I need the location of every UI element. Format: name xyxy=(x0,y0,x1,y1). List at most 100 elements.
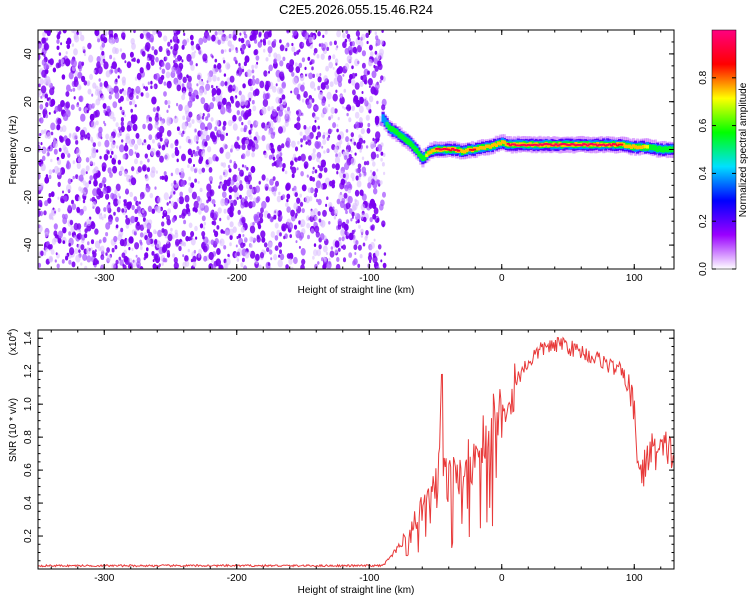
noise-speck xyxy=(172,253,176,258)
noise-speck xyxy=(142,123,146,130)
noise-speck xyxy=(38,53,41,61)
noise-speck xyxy=(345,106,348,110)
noise-speck xyxy=(278,71,285,80)
noise-speck xyxy=(188,91,192,97)
noise-speck xyxy=(99,155,102,160)
ridge-cell xyxy=(592,143,596,146)
x-tick-label: -200 xyxy=(227,273,247,284)
noise-speck xyxy=(225,62,231,70)
ridge-cell xyxy=(413,146,417,152)
noise-speck xyxy=(83,52,87,57)
noise-speck xyxy=(39,117,44,124)
noise-speck xyxy=(125,217,131,225)
noise-speck xyxy=(220,80,225,87)
noise-speck xyxy=(184,104,190,113)
noise-speck xyxy=(342,244,346,250)
noise-speck xyxy=(86,132,91,139)
noise-speck xyxy=(164,56,168,61)
noise-speck xyxy=(40,142,43,146)
noise-speck xyxy=(217,104,222,110)
ridge-cell xyxy=(637,145,642,150)
ridge-cell xyxy=(397,132,401,138)
noise-speck xyxy=(167,41,171,47)
noise-speck xyxy=(181,44,185,50)
noise-speck xyxy=(278,126,283,134)
noise-speck xyxy=(171,217,176,223)
noise-speck xyxy=(267,262,271,266)
noise-speck xyxy=(316,232,320,238)
noise-speck xyxy=(320,53,325,60)
noise-speck xyxy=(148,134,153,141)
noise-speck xyxy=(139,239,143,244)
noise-speck xyxy=(198,248,203,255)
noise-speck xyxy=(308,155,312,161)
noise-speck xyxy=(196,83,199,87)
noise-speck xyxy=(87,241,90,246)
noise-speck xyxy=(208,176,213,183)
noise-speck xyxy=(278,241,283,248)
noise-speck xyxy=(112,101,118,109)
noise-speck xyxy=(121,32,126,40)
noise-speck xyxy=(48,169,53,175)
noise-speck xyxy=(112,46,117,55)
noise-speck xyxy=(131,166,135,172)
noise-speck xyxy=(131,259,137,268)
noise-speck xyxy=(344,38,348,43)
noise-speck xyxy=(257,135,261,141)
noise-speck xyxy=(335,263,341,269)
noise-speck xyxy=(371,70,377,79)
noise-speck xyxy=(222,97,227,105)
noise-speck xyxy=(128,92,134,101)
noise-speck xyxy=(56,39,60,44)
noise-speck xyxy=(281,194,286,200)
noise-speck xyxy=(255,185,261,193)
noise-speck xyxy=(298,221,301,225)
noise-speck xyxy=(238,90,242,96)
ridge-cell xyxy=(445,148,449,151)
noise-speck xyxy=(128,236,134,244)
noise-speck xyxy=(94,109,100,118)
noise-speck xyxy=(289,59,295,67)
noise-speck xyxy=(166,218,171,226)
noise-speck xyxy=(335,47,338,51)
noise-speck xyxy=(184,110,188,115)
noise-speck xyxy=(114,189,118,195)
noise-speck xyxy=(89,156,92,159)
noise-speck xyxy=(322,245,328,253)
noise-speck xyxy=(276,195,282,203)
noise-speck xyxy=(253,139,257,144)
noise-speck xyxy=(264,152,268,159)
noise-speck xyxy=(318,92,324,100)
noise-speck xyxy=(275,53,282,62)
noise-speck xyxy=(77,157,82,163)
noise-speck xyxy=(54,105,59,113)
noise-speck xyxy=(190,64,195,71)
noise-speck xyxy=(78,196,81,201)
noise-speck xyxy=(189,60,194,66)
noise-speck xyxy=(204,90,207,95)
noise-speck xyxy=(369,246,373,251)
noise-speck xyxy=(317,116,320,121)
noise-speck xyxy=(327,56,331,61)
noise-speck xyxy=(83,180,87,186)
noise-speck xyxy=(300,153,306,162)
noise-speck xyxy=(372,161,376,167)
noise-speck xyxy=(328,257,331,261)
noise-speck xyxy=(159,155,164,163)
noise-speck xyxy=(320,82,326,90)
noise-speck xyxy=(268,249,273,255)
noise-speck xyxy=(143,139,147,143)
noise-speck xyxy=(89,175,93,181)
noise-speck xyxy=(350,138,353,142)
noise-speck xyxy=(293,256,298,265)
noise-speck xyxy=(279,249,282,254)
noise-speck xyxy=(246,189,252,198)
noise-speck xyxy=(118,256,122,261)
noise-speck xyxy=(80,262,83,266)
noise-speck xyxy=(272,131,276,136)
noise-speck xyxy=(133,196,138,202)
noise-speck xyxy=(180,132,184,137)
noise-speck xyxy=(173,257,178,264)
noise-speck xyxy=(182,76,187,84)
